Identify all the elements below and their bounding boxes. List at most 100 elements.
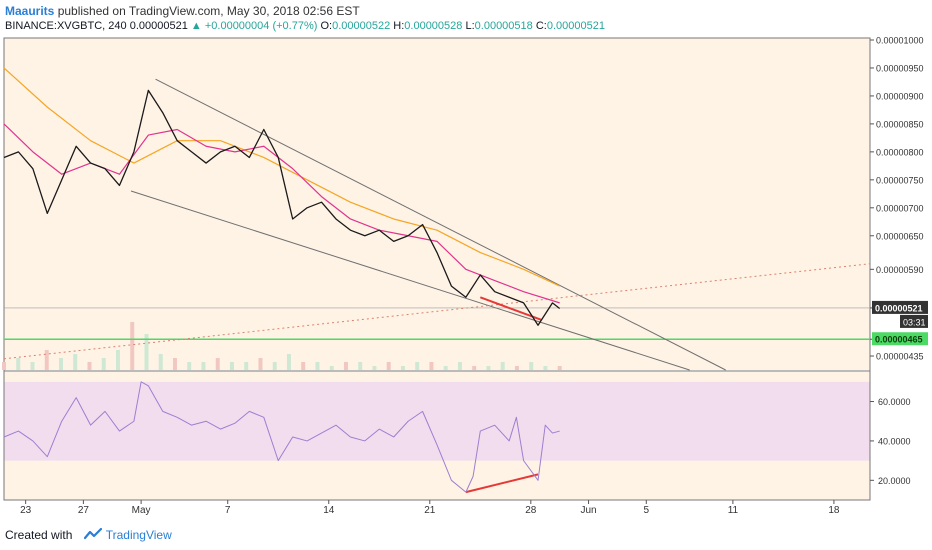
created-with-text: Created with bbox=[5, 528, 73, 542]
ema-slow-line bbox=[3, 67, 560, 287]
volume-bar bbox=[258, 358, 263, 370]
time-tick-label: 28 bbox=[525, 505, 537, 516]
price-tick-label: 0.00000650 bbox=[876, 231, 924, 241]
last-price-badge-label: 0.00000521 bbox=[875, 303, 923, 313]
up-arrow-icon: ▲ bbox=[190, 20, 202, 32]
volume-bar bbox=[2, 362, 6, 370]
volume-bar bbox=[429, 362, 434, 370]
tradingview-logo-icon[interactable] bbox=[83, 528, 102, 543]
time-tick-label: 27 bbox=[78, 505, 90, 516]
rsi-line bbox=[3, 381, 560, 493]
rsi-tick-label: 20.0000 bbox=[878, 476, 911, 486]
open-label: O: bbox=[320, 20, 333, 32]
close-value: 0.00000521 bbox=[546, 20, 605, 32]
volume-bar bbox=[372, 366, 377, 370]
chart-lines bbox=[3, 67, 871, 494]
volume-bar bbox=[215, 358, 220, 370]
volume-bar bbox=[315, 362, 320, 370]
volume-bar bbox=[30, 362, 35, 370]
volume-bar bbox=[486, 366, 491, 370]
high-value: 0.00000528 bbox=[404, 20, 463, 32]
volume-bar bbox=[272, 362, 277, 370]
volume-bar bbox=[386, 362, 391, 370]
countdown-badge-label: 03:31 bbox=[903, 317, 926, 327]
volume-bar bbox=[457, 362, 462, 370]
rsi-axis: 60.0000 40.0000 20.0000 bbox=[870, 397, 911, 486]
volume-bar bbox=[158, 354, 163, 370]
publication-line: Maaurits published on TradingView.com, M… bbox=[5, 4, 360, 18]
trendline-dotted bbox=[3, 263, 871, 360]
volume-bar bbox=[415, 362, 420, 370]
open-value: 0.00000522 bbox=[332, 20, 391, 32]
time-tick-label: 7 bbox=[225, 505, 231, 516]
volume-bar bbox=[16, 358, 21, 370]
volume-bar bbox=[286, 354, 291, 370]
volume-bar bbox=[101, 358, 106, 370]
chart-header: Maaurits published on TradingView.com, M… bbox=[0, 0, 932, 36]
time-axis: 23 27 May 7 14 21 28 Jun 5 11 18 bbox=[20, 500, 840, 516]
low-value: 0.00000518 bbox=[474, 20, 533, 32]
volume-bar bbox=[557, 366, 562, 370]
chart-area[interactable]: 0.00001000 0.00000950 0.00000900 0.00000850… bbox=[0, 36, 932, 518]
high-label: H: bbox=[393, 20, 405, 32]
last-price: 0.00000521 bbox=[129, 20, 188, 32]
volume-bar bbox=[172, 358, 177, 370]
trendline-lower bbox=[130, 190, 690, 371]
time-tick-label: 21 bbox=[424, 505, 436, 516]
last-price-badge-bg bbox=[872, 300, 928, 314]
volume-bar bbox=[73, 354, 78, 370]
volume-bar bbox=[130, 322, 135, 370]
volume-bar bbox=[44, 350, 49, 370]
volume-bars bbox=[2, 322, 562, 370]
volume-bar bbox=[144, 334, 149, 370]
symbol-name: BINANCE:XVGBTC, 240 bbox=[5, 20, 127, 32]
volume-bar bbox=[229, 362, 234, 370]
author-link[interactable]: Maaurits bbox=[5, 4, 55, 18]
volume-bar bbox=[529, 362, 534, 370]
time-tick-label: 11 bbox=[728, 505, 739, 516]
price-chart[interactable]: 0.00001000 0.00000950 0.00000900 0.00000850… bbox=[0, 36, 932, 518]
created-with: Created with TradingView bbox=[5, 528, 172, 543]
footer: Created with TradingView bbox=[0, 520, 932, 550]
time-tick-label: 23 bbox=[20, 505, 32, 516]
volume-bar bbox=[443, 366, 448, 370]
time-tick-label: 14 bbox=[323, 505, 335, 516]
price-tick-label: 0.00000435 bbox=[876, 352, 924, 362]
close-label: C: bbox=[535, 20, 547, 32]
trendline-divergence-price bbox=[479, 296, 542, 321]
volume-bar bbox=[358, 362, 363, 370]
volume-bar bbox=[201, 362, 206, 370]
time-tick-label: 18 bbox=[828, 505, 840, 516]
published-text: published on TradingView.com, May 30, 20… bbox=[57, 4, 360, 18]
time-tick-label: May bbox=[132, 505, 151, 516]
countdown-badge: 03:31 bbox=[900, 314, 928, 328]
last-price-badge: 0.00000521 bbox=[872, 300, 928, 314]
volume-bar bbox=[244, 362, 249, 370]
rsi-tick-label: 40.0000 bbox=[878, 436, 911, 446]
support-badge: 0.00000465 bbox=[872, 332, 928, 346]
price-tick-label: 0.00000590 bbox=[876, 265, 924, 275]
trendline-divergence-rsi bbox=[465, 473, 539, 494]
price-tick-label: 0.00001000 bbox=[876, 36, 924, 46]
time-tick-label: 5 bbox=[644, 505, 650, 516]
volume-bar bbox=[58, 358, 63, 370]
volume-bar bbox=[400, 366, 405, 370]
volume-bar bbox=[343, 362, 348, 370]
price-tick-label: 0.00000850 bbox=[876, 119, 924, 129]
volume-bar bbox=[329, 366, 334, 370]
price-tick-label: 0.00000900 bbox=[876, 91, 924, 101]
symbol-legend: BINANCE:XVGBTC, 240 0.00000521 ▲ +0.0000… bbox=[5, 20, 605, 32]
price-tick-label: 0.00000800 bbox=[876, 147, 924, 157]
price-tick-label: 0.00000950 bbox=[876, 63, 924, 73]
volume-bar bbox=[115, 350, 120, 370]
low-label: L: bbox=[465, 20, 475, 32]
tradingview-brand[interactable]: TradingView bbox=[105, 528, 172, 542]
trendline-upper bbox=[155, 78, 726, 371]
price-tick-label: 0.00000700 bbox=[876, 203, 924, 213]
price-pane-bg bbox=[4, 38, 870, 370]
rsi-band bbox=[4, 381, 870, 461]
volume-bar bbox=[87, 362, 92, 370]
rsi-tick-label: 60.0000 bbox=[878, 397, 911, 407]
volume-bar bbox=[543, 366, 548, 370]
volume-bar bbox=[514, 366, 519, 370]
